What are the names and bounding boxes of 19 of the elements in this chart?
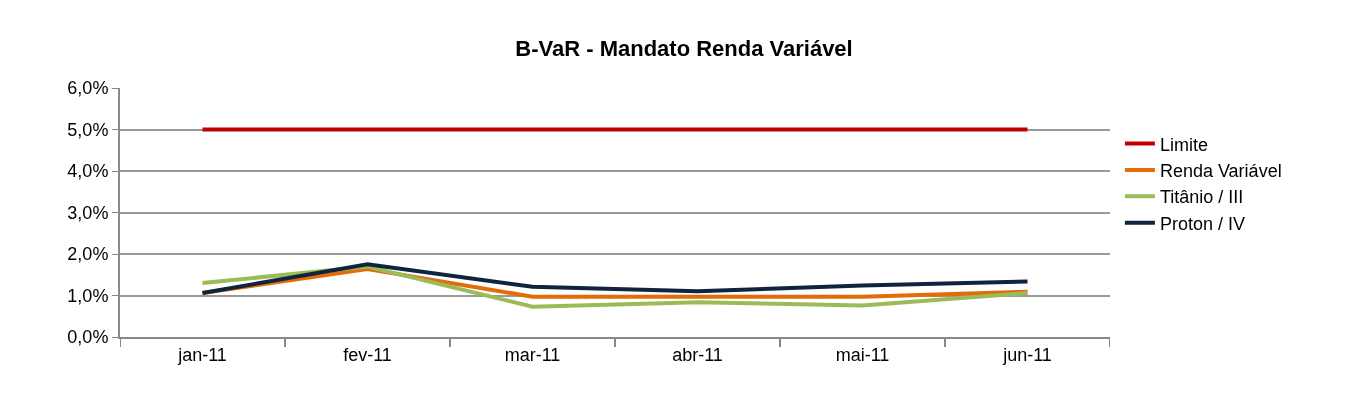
x-tick-label: jan-11 <box>177 344 227 365</box>
x-tick-label: abr-11 <box>672 344 723 365</box>
legend-label: Renda Variável <box>1159 160 1282 181</box>
chart-title: B-VaR - Mandato Renda Variável <box>515 35 853 61</box>
legend-label: Titânio / III <box>1159 187 1244 208</box>
x-tick-label: fev-11 <box>343 344 392 365</box>
y-tick-label: 1,0% <box>67 285 109 306</box>
y-tick-label: 4,0% <box>67 161 109 182</box>
y-tick-label: 6,0% <box>67 78 109 99</box>
legend-label: Proton / IV <box>1159 213 1245 234</box>
y-tick-label: 5,0% <box>67 119 109 140</box>
y-tick-label: 2,0% <box>67 244 109 265</box>
y-tick-label: 3,0% <box>67 202 109 223</box>
line-series <box>200 264 1030 309</box>
x-tick-label: jun-11 <box>1002 344 1052 365</box>
legend-label: Limite <box>1159 134 1208 155</box>
x-tick-label: mai-11 <box>835 344 890 365</box>
y-tick-label: 0,0% <box>67 327 109 348</box>
x-tick-label: mar-11 <box>504 344 561 365</box>
